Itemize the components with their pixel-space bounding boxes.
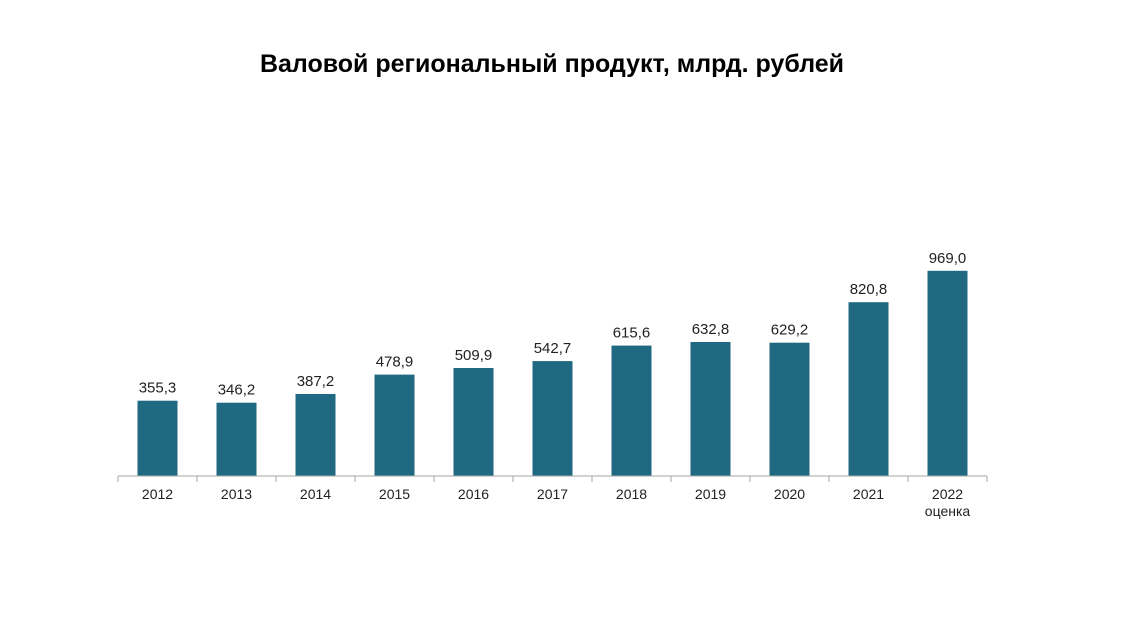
- bar-2015: [374, 374, 415, 476]
- x-tick-label-2017: 2017: [537, 486, 568, 502]
- data-label-2018: 615,6: [613, 325, 651, 342]
- data-label-2014: 387,2: [297, 373, 335, 390]
- x-tick-label-2018: 2018: [616, 486, 647, 502]
- x-tick-label-2012: 2012: [142, 486, 173, 502]
- value-labels-layer: 355,3 346,2 387,2 478,9 509,9 542,7 615,6 632,8…: [139, 250, 967, 399]
- x-tick-label-2021: 2021: [853, 486, 884, 502]
- bar-2017: [532, 361, 573, 476]
- x-tick-label-2016: 2016: [458, 486, 489, 502]
- bar-2021: [848, 302, 889, 476]
- data-label-2016: 509,9: [455, 347, 493, 364]
- x-tick-label-2022-line2: оценка: [925, 503, 971, 519]
- data-label-2012: 355,3: [139, 380, 177, 397]
- chart-title: Валовой региональный продукт, млрд. рубл…: [259, 50, 845, 78]
- data-label-2020: 629,2: [771, 322, 809, 339]
- bars-layer: [137, 270, 968, 476]
- bar-2016: [453, 368, 494, 476]
- x-tick-label-2020: 2020: [774, 486, 805, 502]
- bar-2014: [295, 394, 336, 476]
- bar-2013: [216, 402, 257, 476]
- x-tick-label-2022: 2022: [932, 486, 963, 502]
- data-label-2019: 632,8: [692, 321, 730, 338]
- x-tick-label-2015: 2015: [379, 486, 410, 502]
- bar-2020: [769, 342, 810, 476]
- x-tick-label-2019: 2019: [695, 486, 726, 502]
- data-label-2017: 542,7: [534, 340, 572, 357]
- x-tick-label-2014: 2014: [300, 486, 331, 502]
- data-label-2013: 346,2: [218, 382, 256, 399]
- x-axis: 2012 2013 2014 2015 2016 2017 2018 2019 2020 2021…: [117, 475, 988, 519]
- bar-2022: [927, 270, 968, 476]
- bar-2019: [690, 342, 731, 476]
- data-label-2021: 820,8: [850, 281, 888, 298]
- data-label-2022: 969,0: [929, 250, 967, 267]
- data-label-2015: 478,9: [376, 354, 414, 371]
- bar-2012: [137, 400, 178, 476]
- x-tick-label-2013: 2013: [221, 486, 252, 502]
- bar-2018: [611, 345, 652, 476]
